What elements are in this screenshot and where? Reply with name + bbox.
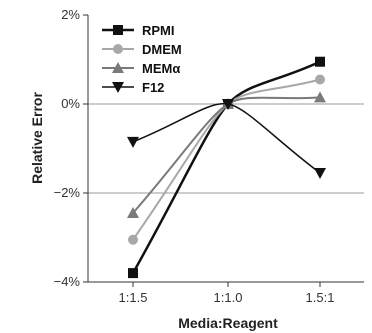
legend-label-mem: MEMα — [142, 61, 180, 76]
data-point-mem — [314, 91, 326, 103]
legend: RPMI DMEM MEMα F12 — [102, 23, 182, 95]
y-tick-label: −2% — [54, 185, 81, 200]
data-point-f12 — [127, 136, 139, 148]
y-axis-title: Relative Error — [29, 92, 45, 184]
legend-item-dmem: DMEM — [102, 42, 182, 57]
data-point-rpmi — [128, 268, 138, 279]
y-tick-label: 0% — [61, 96, 80, 111]
series-group — [127, 56, 326, 279]
y-tick-label: 2% — [61, 7, 80, 22]
legend-item-mem: MEMα — [102, 61, 180, 76]
series-line-mem — [132, 96, 321, 214]
axes — [83, 14, 364, 287]
series-line-f12 — [132, 102, 321, 174]
legend-marker-rpmi — [113, 25, 123, 35]
data-point-f12 — [314, 167, 326, 179]
y-tick-label: −4% — [54, 274, 81, 289]
data-point-rpmi — [315, 56, 325, 67]
legend-item-f12: F12 — [102, 80, 164, 95]
x-tick-label: 1.5:1 — [306, 290, 335, 305]
legend-marker-mem — [112, 62, 124, 73]
x-tick-label: 1:1.0 — [214, 290, 243, 305]
data-point-f12 — [222, 99, 234, 110]
tick-labels: 2% 0% −2% −4% 1:1.5 1:1.0 1.5:1 — [54, 7, 335, 305]
legend-label-rpmi: RPMI — [142, 23, 175, 38]
data-point-dmem — [128, 234, 138, 245]
data-point-dmem — [315, 74, 325, 85]
series-f12 — [127, 99, 326, 179]
legend-item-rpmi: RPMI — [102, 23, 175, 38]
legend-label-f12: F12 — [142, 80, 164, 95]
x-axis-title: Media:Reagent — [178, 315, 278, 331]
legend-marker-f12 — [112, 82, 124, 93]
legend-label-dmem: DMEM — [142, 42, 182, 57]
legend-marker-dmem — [113, 44, 123, 54]
data-point-mem — [127, 207, 139, 219]
x-tick-label: 1:1.5 — [119, 290, 148, 305]
grid-lines — [88, 103, 364, 194]
